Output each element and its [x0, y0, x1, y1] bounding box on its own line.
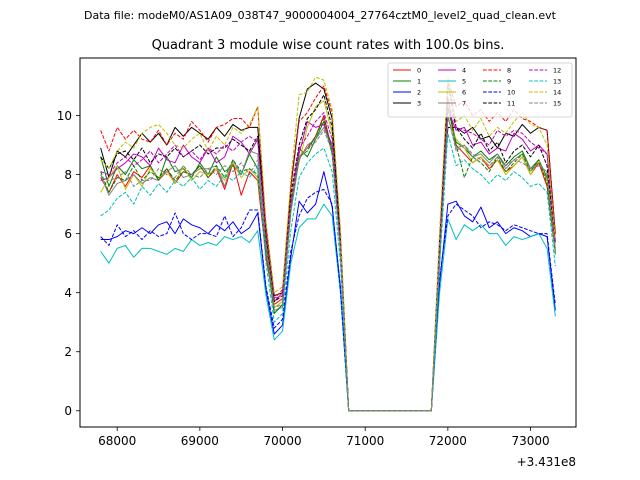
x-tick-label: 69000: [181, 434, 219, 448]
legend-label-5: 5: [462, 77, 466, 85]
legend-label-1: 1: [417, 77, 421, 85]
y-tick-label: 0: [64, 404, 72, 418]
x-tick-label: 68000: [98, 434, 136, 448]
legend-label-0: 0: [417, 66, 421, 74]
y-tick-label: 10: [57, 109, 72, 123]
series-line-10: [100, 188, 556, 412]
legend-label-2: 2: [417, 88, 421, 96]
y-tick-label: 8: [64, 168, 72, 182]
y-tick-label: 6: [64, 227, 72, 241]
legend-label-9: 9: [507, 77, 511, 85]
series-layer: [100, 76, 556, 412]
series-line-13: [100, 132, 556, 412]
series-line-7: [100, 115, 556, 412]
series-line-11: [100, 82, 556, 412]
y-tick-label: 4: [64, 286, 72, 300]
y-tick-label: 2: [64, 345, 72, 359]
legend-label-7: 7: [462, 99, 466, 107]
x-tick-label: 70000: [263, 434, 301, 448]
legend-label-13: 13: [553, 77, 561, 85]
series-line-15: [100, 115, 556, 412]
legend-label-12: 12: [553, 66, 561, 74]
series-line-12: [100, 100, 556, 412]
x-offset-label: +3.431e8: [517, 455, 576, 469]
legend-label-15: 15: [553, 99, 561, 107]
chart-title: Quadrant 3 module wise count rates with …: [152, 38, 505, 53]
legend-label-10: 10: [507, 88, 515, 96]
series-line-2: [100, 171, 556, 412]
series-line-6: [100, 100, 556, 412]
series-line-9: [100, 106, 556, 412]
legend-frame: [387, 62, 573, 118]
x-axis: 68000 69000 70000 71000 72000 73000: [98, 427, 550, 448]
legend-label-6: 6: [462, 88, 466, 96]
legend-label-3: 3: [417, 99, 421, 107]
legend-label-14: 14: [553, 88, 561, 96]
x-tick-label: 72000: [429, 434, 467, 448]
axes-frame: [79, 57, 577, 428]
chart-suptitle: Data file: modeM0/AS1A09_038T47_90000040…: [84, 9, 557, 22]
y-axis: 0 2 4 6 8 10: [57, 109, 80, 418]
legend-label-8: 8: [507, 66, 511, 74]
series-line-3: [100, 82, 556, 412]
x-tick-label: 71000: [346, 434, 384, 448]
legend-label-11: 11: [507, 99, 515, 107]
legend-label-4: 4: [462, 66, 466, 74]
x-tick-label: 73000: [511, 434, 549, 448]
series-line-14: [100, 76, 556, 412]
